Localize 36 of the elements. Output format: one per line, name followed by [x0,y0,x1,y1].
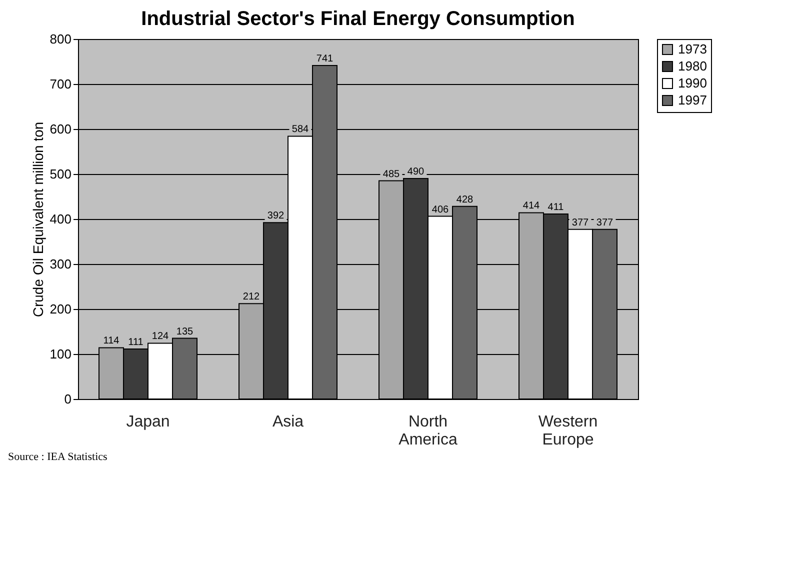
y-tick-label: 300 [50,256,72,272]
data-label: 411 [548,202,564,214]
data-label: 114 [103,336,120,347]
data-label: 111 [128,337,144,348]
y-tick-label: 700 [50,76,72,92]
chart-title: Industrial Sector's Final Energy Consumption [141,8,575,30]
data-label: 392 [267,210,285,222]
legend-label: 1980 [678,58,707,74]
data-label: 741 [316,54,334,65]
data-label: 428 [456,194,474,206]
data-label: 485 [382,168,400,180]
y-axis-title: Crude Oil Equivalent million ton [30,122,46,318]
y-tick-label: 200 [50,302,72,316]
y-tick-label: 0 [64,392,72,406]
data-label: 490 [407,166,425,178]
legend-label: 1973 [678,42,707,56]
y-tick-label: 600 [50,122,72,136]
data-label: 414 [522,200,540,212]
y-tick-label: 100 [50,346,72,362]
data-label: 406 [432,204,450,216]
x-tick-label: Japan [126,414,170,430]
x-tick-label: Western Europe [538,414,598,448]
legend-label: 1997 [678,92,707,108]
source-note: Source : IEA Statistics [8,451,108,463]
data-label: 377 [596,217,614,228]
data-label: 377 [572,217,590,228]
legend-label: 1990 [678,76,707,90]
x-tick-label: Asia [272,414,304,430]
y-tick-label: 800 [50,32,72,46]
data-label: 584 [292,124,310,136]
data-label: 212 [242,292,260,303]
x-tick-label: North America [398,414,458,448]
data-label: 135 [176,326,194,338]
data-label: 124 [152,331,170,342]
y-tick-label: 500 [50,166,72,182]
y-tick-label: 400 [50,212,72,226]
